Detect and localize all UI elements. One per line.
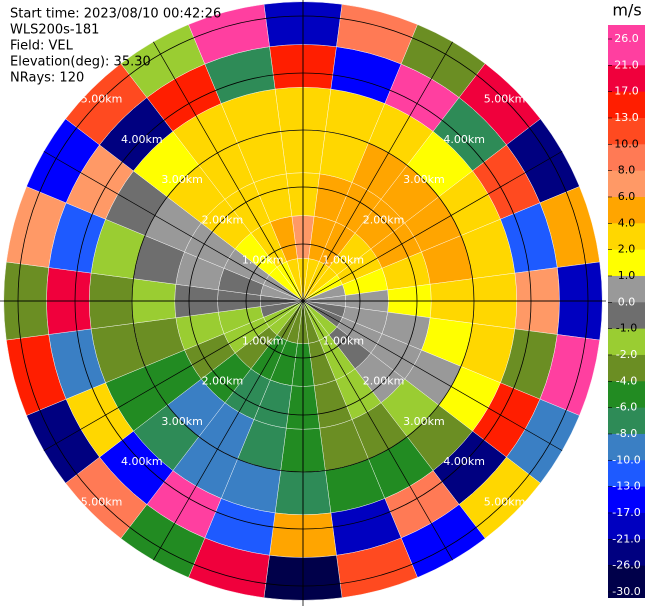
ring-label: 1.00km xyxy=(242,254,284,267)
colorbar-segment xyxy=(608,354,645,382)
ring-label: 1.00km xyxy=(323,334,365,347)
ring-label: 3.00km xyxy=(403,173,445,186)
colorbar-label: 6.0 xyxy=(618,190,636,203)
ring-label: 4.00km xyxy=(443,133,485,146)
radial-line xyxy=(153,41,304,302)
ring-label: 1.00km xyxy=(242,334,284,347)
colorbar-label: 8.0 xyxy=(618,164,636,177)
colorbar-label: 13.0 xyxy=(614,111,639,124)
colorbar-label: 0.0 xyxy=(618,295,636,308)
colorbar-label: -17.0 xyxy=(612,506,640,519)
gate-cell xyxy=(188,4,270,65)
colorbar-segment xyxy=(608,433,645,461)
colorbar-segment xyxy=(608,196,645,224)
colorbar-segment xyxy=(608,249,645,277)
colorbar-label: 10.0 xyxy=(614,137,639,150)
info-elevation: Elevation(deg): 35.30 xyxy=(10,55,151,70)
ring-label: 5.00km xyxy=(484,495,526,508)
ring-label: 3.00km xyxy=(161,173,203,186)
colorbar-segment xyxy=(608,539,645,567)
info-field: Field: VEL xyxy=(10,39,74,54)
ring-label: 4.00km xyxy=(121,133,163,146)
ring-label: 2.00km xyxy=(202,213,244,226)
colorbar-segment xyxy=(608,512,645,540)
radial-line xyxy=(302,151,563,302)
ring-label: 3.00km xyxy=(161,415,203,428)
radial-line xyxy=(302,300,563,451)
ring-label: 2.00km xyxy=(363,213,405,226)
colorbar-segment xyxy=(608,460,645,488)
colorbar-label: 26.0 xyxy=(614,32,639,45)
colorbar-label: -8.0 xyxy=(616,427,637,440)
colorbar-segment xyxy=(608,328,645,356)
range-ring xyxy=(245,243,361,359)
colorbar-label: -13.0 xyxy=(612,480,640,493)
colorbar-segment xyxy=(608,91,645,119)
ring-label: 2.00km xyxy=(202,375,244,388)
radial-line xyxy=(302,300,453,561)
colorbar-segment xyxy=(608,407,645,435)
colorbar-label: 4.0 xyxy=(618,216,636,229)
colorbar-label: -30.0 xyxy=(612,585,640,598)
ring-label: 5.00km xyxy=(484,93,526,106)
info-instrument: WLS200s-181 xyxy=(10,23,99,38)
colorbar-label: -6.0 xyxy=(616,401,637,414)
colorbar-segment xyxy=(608,275,645,303)
range-ring xyxy=(188,186,418,416)
ring-label: 4.00km xyxy=(443,455,485,468)
colorbar-segment xyxy=(608,65,645,93)
colorbar-label: 21.0 xyxy=(614,58,639,71)
colorbar-label: -10.0 xyxy=(612,453,640,466)
range-ring xyxy=(74,72,532,530)
colorbar-label: -21.0 xyxy=(612,532,640,545)
colorbar-segment xyxy=(608,486,645,514)
colorbar-label: 17.0 xyxy=(614,85,639,98)
colorbar-label: -2.0 xyxy=(616,348,637,361)
colorbar-segment xyxy=(608,223,645,251)
ring-label: 3.00km xyxy=(403,415,445,428)
colorbar-segment xyxy=(608,302,645,330)
colorbar-label: -1.0 xyxy=(616,322,637,335)
labels: Start time: 2023/08/10 00:42:26 WLS200s-… xyxy=(10,1,642,598)
info-start: Start time: 2023/08/10 00:42:26 xyxy=(10,7,221,22)
radial-line xyxy=(43,151,304,302)
radial-line xyxy=(302,41,453,302)
range-ring xyxy=(131,129,475,473)
colorbar-segment xyxy=(608,144,645,172)
colorbar-label: 1.0 xyxy=(618,269,636,282)
ring-label: 5.00km xyxy=(81,93,123,106)
unit-label: m/s xyxy=(612,1,641,20)
colorbar-cap xyxy=(608,591,645,598)
colorbar-segment xyxy=(608,117,645,145)
info-nrays: NRays: 120 xyxy=(10,71,84,86)
colorbar-label: -26.0 xyxy=(612,559,640,572)
ring-label: 4.00km xyxy=(121,455,163,468)
colorbar-label: -4.0 xyxy=(616,374,637,387)
radial-line xyxy=(153,300,304,561)
ring-label: 2.00km xyxy=(363,375,405,388)
colorbar-segment xyxy=(608,170,645,198)
range-ring xyxy=(17,15,589,587)
ring-label: 5.00km xyxy=(81,495,123,508)
colorbar-segment xyxy=(608,381,645,409)
colorbar-segment xyxy=(608,39,645,66)
ring-label: 1.00km xyxy=(323,254,365,267)
colorbar-cap xyxy=(608,25,645,39)
colorbar-label: 2.0 xyxy=(618,243,636,256)
wedges xyxy=(3,1,603,601)
colorbar-segment xyxy=(608,565,645,593)
radial-line xyxy=(43,300,304,451)
